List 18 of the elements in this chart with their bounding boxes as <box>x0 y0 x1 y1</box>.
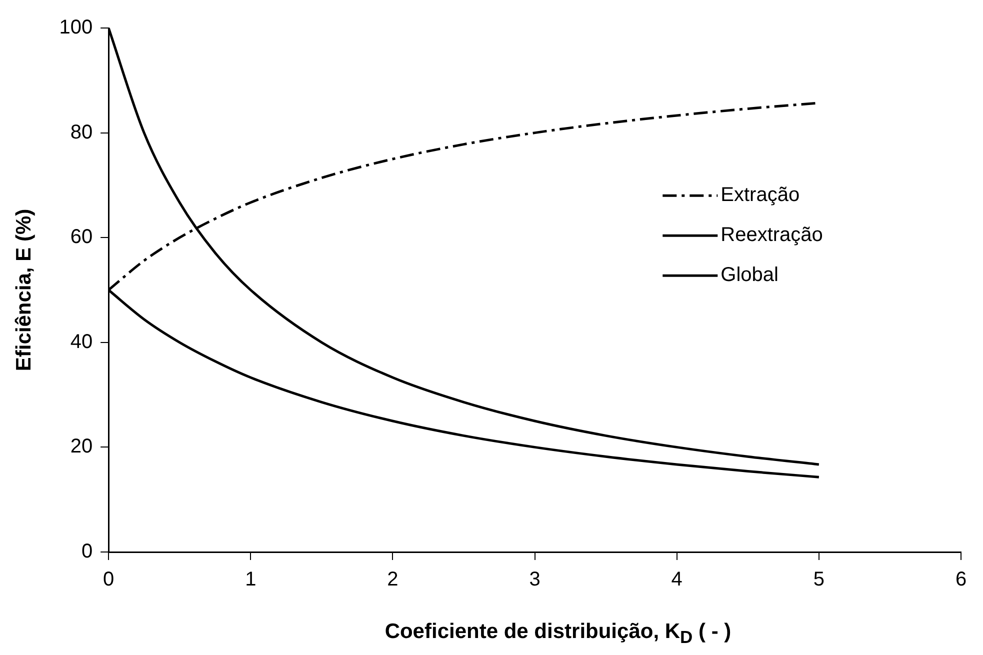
x-tick-label: 6 <box>955 568 967 591</box>
x-tick-label: 5 <box>813 568 824 591</box>
y-tick-label: 20 <box>70 436 93 458</box>
x-tick-label: 2 <box>387 568 398 591</box>
legend-label: Global <box>720 264 778 286</box>
y-axis-title: Eficiência, E (%) <box>12 208 36 372</box>
y-tick-label: 40 <box>70 330 93 353</box>
y-tick-label: 60 <box>70 226 93 248</box>
legend-label: Reextração <box>720 224 823 246</box>
x-tick-label: 3 <box>529 568 540 591</box>
y-tick-label: 100 <box>59 16 93 39</box>
y-tick-label: 0 <box>81 540 93 563</box>
x-tick-label: 4 <box>671 568 682 591</box>
x-tick-label: 1 <box>245 568 256 591</box>
x-axis-title: Coeficiente de distribuição, K$_{D}$ ( - ) <box>384 620 732 648</box>
y-tick-label: 80 <box>70 121 93 144</box>
legend-label: Extração <box>720 184 800 206</box>
x-tick-label: 0 <box>103 568 114 591</box>
